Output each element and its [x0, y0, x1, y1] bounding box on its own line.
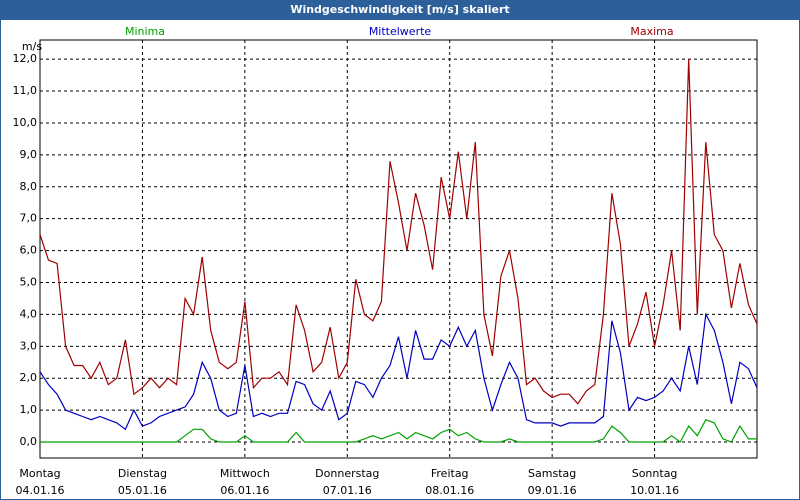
y-tick-label: 0,0: [20, 435, 38, 448]
x-tick-label: Montag: [19, 467, 60, 480]
y-tick-label: 11,0: [13, 84, 38, 97]
x-tick-date: 08.01.16: [425, 484, 474, 497]
y-tick-label: 9,0: [20, 148, 38, 161]
y-tick-label: 8,0: [20, 180, 38, 193]
x-tick-date: 06.01.16: [220, 484, 269, 497]
x-tick-date: 10.01.16: [630, 484, 679, 497]
y-tick-label: 10,0: [13, 116, 38, 129]
y-tick-label: 2,0: [20, 371, 38, 384]
y-tick-label: 12,0: [13, 52, 38, 65]
data-line: [39, 312, 758, 431]
x-tick-date: 09.01.16: [528, 484, 577, 497]
x-tick-date: 04.01.16: [16, 484, 65, 497]
x-tick-label: Donnerstag: [315, 467, 379, 480]
y-tick-label: 5,0: [20, 276, 38, 289]
y-tick-label: 1,0: [20, 403, 38, 416]
y-unit: m/s: [22, 40, 42, 53]
x-tick-date: 05.01.16: [118, 484, 167, 497]
chart-title: Windgeschwindigkeit [m/s] skaliert: [290, 3, 509, 16]
y-tick-label: 7,0: [20, 212, 38, 225]
x-tick-label: Dienstag: [118, 467, 167, 480]
legend-label: Maxima: [630, 25, 673, 38]
data-line: [40, 418, 757, 443]
data-line: [39, 59, 758, 405]
y-tick-label: 4,0: [20, 307, 38, 320]
x-tick-date: 07.01.16: [323, 484, 372, 497]
x-tick-label: Freitag: [431, 467, 469, 480]
y-tick-label: 3,0: [20, 339, 38, 352]
plot-frame: [39, 39, 758, 459]
legend-label: Mittelwerte: [369, 25, 432, 38]
x-tick-label: Mittwoch: [220, 467, 270, 480]
title-bar: [0, 0, 800, 20]
y-tick-label: 6,0: [20, 244, 38, 257]
x-tick-label: Samstag: [528, 467, 576, 480]
legend-label: Minima: [125, 25, 165, 38]
x-tick-label: Sonntag: [632, 467, 678, 480]
